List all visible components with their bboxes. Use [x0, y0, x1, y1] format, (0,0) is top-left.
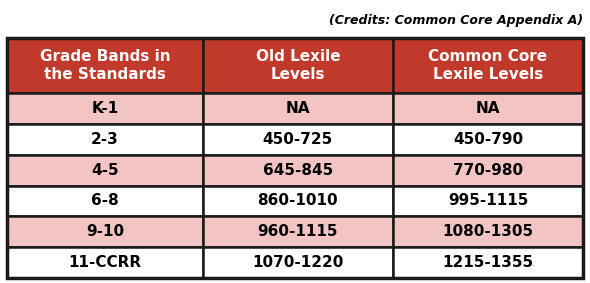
Bar — [393, 124, 583, 155]
Text: 1080-1305: 1080-1305 — [442, 224, 533, 239]
Text: 6-8: 6-8 — [91, 193, 119, 208]
Bar — [7, 93, 203, 124]
Text: NA: NA — [476, 101, 500, 116]
Text: 1215-1355: 1215-1355 — [442, 255, 533, 270]
Bar — [7, 247, 203, 278]
Bar — [7, 38, 203, 93]
Bar — [393, 155, 583, 185]
Bar — [393, 216, 583, 247]
Text: 450-725: 450-725 — [263, 132, 333, 147]
Text: 9-10: 9-10 — [86, 224, 124, 239]
Text: 960-1115: 960-1115 — [258, 224, 338, 239]
Bar — [393, 38, 583, 93]
Text: 2-3: 2-3 — [91, 132, 119, 147]
Bar — [203, 124, 393, 155]
Bar — [203, 247, 393, 278]
Text: 645-845: 645-845 — [263, 162, 333, 178]
Text: 11-CCRR: 11-CCRR — [68, 255, 142, 270]
Text: Common Core
Lexile Levels: Common Core Lexile Levels — [428, 49, 548, 82]
Text: NA: NA — [286, 101, 310, 116]
Text: Grade Bands in
the Standards: Grade Bands in the Standards — [40, 49, 171, 82]
Text: 4-5: 4-5 — [91, 162, 119, 178]
Text: 1070-1220: 1070-1220 — [252, 255, 343, 270]
Text: 995-1115: 995-1115 — [448, 193, 528, 208]
Bar — [7, 38, 583, 278]
Text: 860-1010: 860-1010 — [258, 193, 338, 208]
Bar — [203, 38, 393, 93]
Bar — [393, 93, 583, 124]
Text: 450-790: 450-790 — [453, 132, 523, 147]
Text: K-1: K-1 — [91, 101, 119, 116]
Bar — [393, 185, 583, 216]
Bar — [7, 124, 203, 155]
Text: (Credits: Common Core Appendix A): (Credits: Common Core Appendix A) — [329, 14, 583, 27]
Bar — [7, 216, 203, 247]
Bar — [203, 185, 393, 216]
Text: 770-980: 770-980 — [453, 162, 523, 178]
Bar — [203, 93, 393, 124]
Bar — [203, 216, 393, 247]
Text: Old Lexile
Levels: Old Lexile Levels — [255, 49, 340, 82]
Bar — [393, 247, 583, 278]
Bar — [7, 185, 203, 216]
Bar — [203, 155, 393, 185]
Bar — [7, 155, 203, 185]
